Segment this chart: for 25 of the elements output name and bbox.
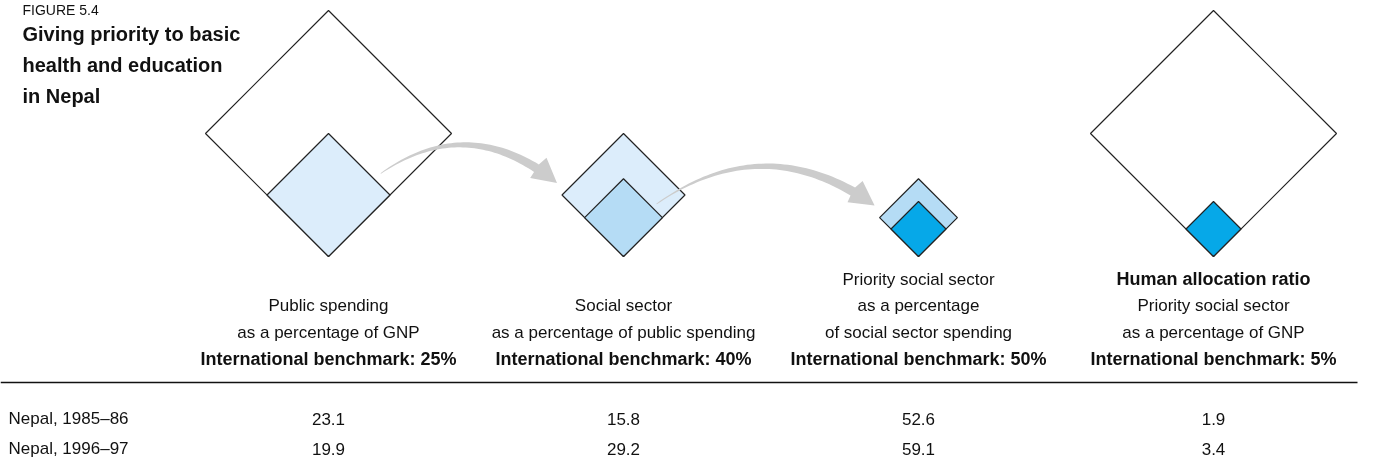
category-label: Public spending as a percentage of GNP — [237, 296, 420, 342]
text: International benchmark: — [790, 348, 1006, 369]
category-label: Priority social sector as a percentage of GNP — [1122, 296, 1305, 342]
data-label: 5% — [1310, 348, 1337, 369]
category-label: Priority social sector as a percentage of social sector spending — [824, 269, 1013, 342]
data-label: 40% — [715, 348, 752, 369]
text: Nepal, 1985–86 — [8, 409, 129, 428]
text: Human allocation ratio — [1116, 269, 1311, 289]
text: International benchmark: — [200, 348, 416, 369]
data-label: 59.1 — [901, 439, 936, 458]
data-label: 29.2 — [606, 439, 641, 458]
text: Giving priority to basic health and education in Nepal — [22, 22, 241, 107]
text: Nepal, 1996–97 — [8, 439, 129, 458]
data-label: 1.9 — [1201, 409, 1226, 429]
data-label: 23.1 — [311, 409, 346, 429]
data-label: 3.4 — [1201, 439, 1226, 458]
data-label: 52.6 — [901, 409, 936, 429]
text: FIGURE 5.4 — [22, 1, 99, 18]
data-label: 50% — [1010, 348, 1047, 369]
data-label: 19.9 — [311, 439, 346, 458]
data-label: 15.8 — [606, 409, 641, 429]
category-label: Social sector as a percentage of public spending — [491, 296, 756, 342]
data-label: 25% — [420, 348, 457, 369]
text: International benchmark: — [1090, 348, 1306, 369]
text: International benchmark: — [495, 348, 711, 369]
